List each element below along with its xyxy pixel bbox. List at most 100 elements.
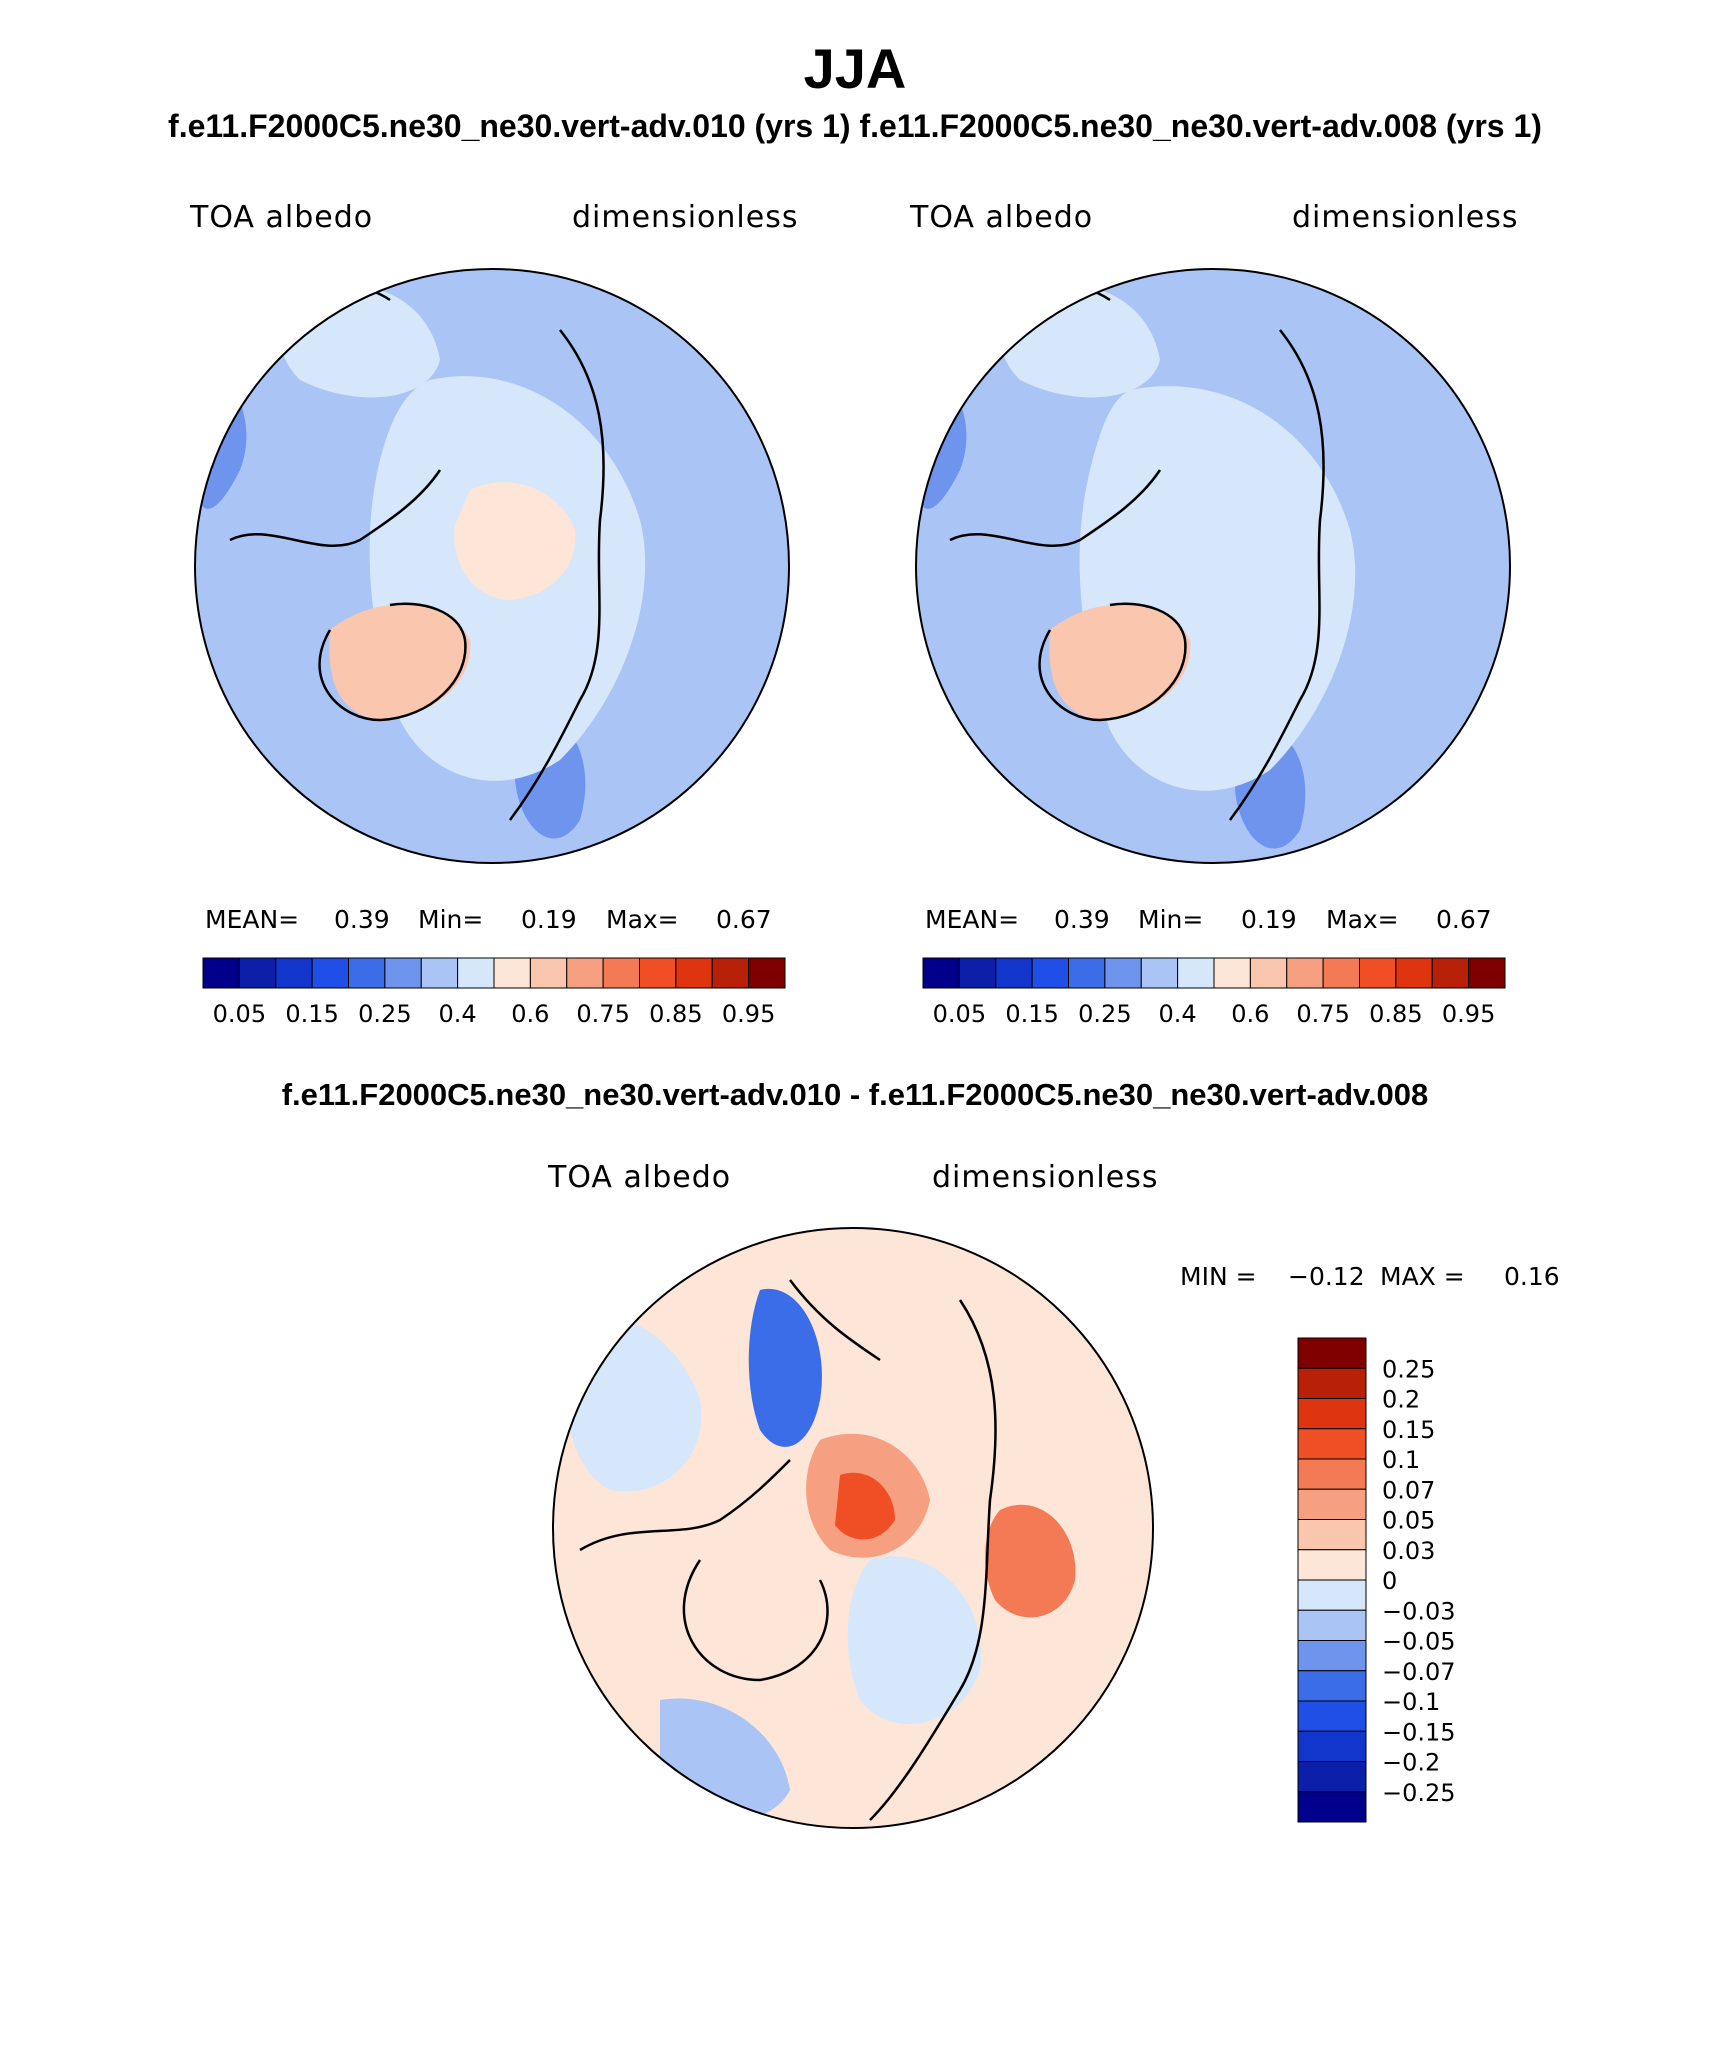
panel2-colorbar-swatch [1359,957,1397,989]
panel2-colorbar-swatch [1431,957,1470,989]
panel1-coastline [229,469,442,547]
diff-min-label: MIN = [1180,1262,1257,1291]
diff-colorbar-swatch [1297,1700,1367,1732]
panel2-coastline [949,469,1162,547]
panel1-colorbar-swatch [529,957,568,989]
diff-colorbar-swatch [1297,1730,1367,1762]
panel1-colorbar-swatch [675,957,713,989]
diff-colorbar-swatch [1297,1428,1367,1460]
panel1-colorbar-tick-label: 0.05 [213,1000,266,1028]
panel1-field-greenland [329,604,471,720]
diff-min-value: −0.12 [1288,1262,1365,1291]
panel1-map-border [194,268,790,864]
panel1-colorbar-swatch [348,957,386,989]
diff-max-label: MAX = [1380,1262,1465,1291]
panel2-units-label: dimensionless [1292,200,1519,235]
panel2-colorbar: 0.05 0.15 0.25 0.4 0.6 0.75 0.85 0.95 [922,957,1506,1028]
diff-colorbar-swatch [1297,1488,1367,1520]
panel2-colorbar-swatch [1104,957,1142,989]
panel1-units-label: dimensionless [572,200,799,235]
panel1-colorbar-tick-label: 0.25 [358,1000,411,1028]
diff-variable-label: TOA albedo [548,1160,732,1195]
panel1-colorbar: 0.05 0.15 0.25 0.4 0.6 0.75 0.85 0.95 [202,957,786,1028]
panel2-colorbar-swatch [922,957,960,989]
panel2-colorbar-swatch [1286,957,1324,989]
diff-colorbar-tick-label: −0.25 [1382,1779,1456,1807]
diff-field-pos-region [984,1504,1076,1618]
diff-colorbar-tick-label: −0.03 [1382,1597,1456,1625]
panel1-map [194,268,790,864]
diff-colorbar-swatch [1297,1519,1367,1551]
panel1-colorbar-tick-label: 0.15 [285,1000,338,1028]
diff-coastline [789,1279,881,1362]
diff-colorbar-tick-label: 0.03 [1382,1537,1435,1565]
panel1-min-label: Min= [418,905,484,934]
panel2-min-value: 0.19 [1241,905,1297,934]
panel1-colorbar-swatch [311,957,349,989]
panel2-field-greenland [1049,604,1191,720]
diff-colorbar-tick-label: 0.1 [1382,1446,1420,1474]
panel2-colorbar-tick-label: 0.95 [1442,1000,1495,1028]
panel2-colorbar-swatch [1468,957,1506,989]
panel1-colorbar-swatch [711,957,750,989]
diff-colorbar-swatch [1297,1337,1367,1369]
panel2-colorbar-swatch [995,957,1033,989]
diff-colorbar-swatch [1297,1579,1367,1611]
panel2-colorbar-tick-label: 0.4 [1159,1000,1197,1028]
panel1-colorbar-swatch [238,957,277,989]
panel1-colorbar-swatch [384,957,422,989]
panel1-coastline [508,329,605,821]
panel1-colorbar-swatch [748,957,786,989]
diff-map [552,1227,1154,1829]
panel1-variable-label: TOA albedo [190,200,374,235]
panel2-coastline [1038,602,1187,722]
panel1-mean-value: 0.39 [334,905,390,934]
diff-units-label: dimensionless [932,1160,1159,1195]
panel2-colorbar-tick-label: 0.05 [933,1000,986,1028]
diff-colorbar-swatch [1297,1791,1367,1823]
diff-colorbar-swatch [1297,1670,1367,1702]
panel1-mean-label: MEAN= [205,905,300,934]
diff-colorbar-tick-label: −0.1 [1382,1688,1440,1716]
diff-field-strong-pos-region [835,1472,895,1540]
panel1-colorbar-swatch [457,957,495,989]
diff-colorbar-tick-label: 0.05 [1382,1507,1435,1535]
panel2-colorbar-swatch [1140,957,1179,989]
diff-colorbar-tick-label: 0.2 [1382,1386,1420,1414]
panel1-colorbar-swatch [602,957,640,989]
panel2-colorbar-tick-label: 0.15 [1005,1000,1058,1028]
diff-colorbar-swatch [1297,1609,1367,1641]
panel1-min-value: 0.19 [521,905,577,934]
diff-max-value: 0.16 [1504,1262,1560,1291]
panel1-colorbar-swatch [566,957,604,989]
panel2-colorbar-swatch [1249,957,1288,989]
panel2-colorbar-swatch [1031,957,1069,989]
panel1-coastline [318,602,467,722]
diff-colorbar-tick-label: 0.15 [1382,1416,1435,1444]
diff-colorbar-swatch [1297,1549,1367,1581]
diff-colorbar-swatch [1297,1398,1367,1430]
panel2-coastline [1228,329,1325,821]
case-title: f.e11.F2000C5.ne30_ne30.vert-adv.010 (yr… [168,108,1542,144]
diff-coastline [682,1559,829,1682]
panel2-map [915,268,1511,864]
panel2-colorbar-swatch [1177,957,1215,989]
season-title: JJA [803,37,907,100]
panel1-colorbar-swatch [420,957,459,989]
diff-colorbar-swatch [1297,1458,1367,1490]
panel2-colorbar-swatch [1068,957,1106,989]
panel1-colorbar-tick-label: 0.85 [649,1000,702,1028]
diff-coastline [579,1459,791,1552]
panel2-colorbar-swatch [1213,957,1251,989]
panel2-colorbar-swatch [1322,957,1360,989]
panel2-colorbar-swatch [958,957,997,989]
panel2-colorbar-tick-label: 0.75 [1296,1000,1349,1028]
panel2-max-label: Max= [1326,905,1399,934]
panel1-colorbar-swatch [202,957,240,989]
diff-colorbar: 0.250.20.150.10.070.050.030−0.03−0.05−0.… [1297,1337,1456,1823]
panel1-colorbar-tick-label: 0.95 [722,1000,775,1028]
diff-colorbar-tick-label: −0.15 [1382,1718,1456,1746]
diff-field-strong-neg-region [748,1288,822,1447]
panel2-max-value: 0.67 [1436,905,1492,934]
